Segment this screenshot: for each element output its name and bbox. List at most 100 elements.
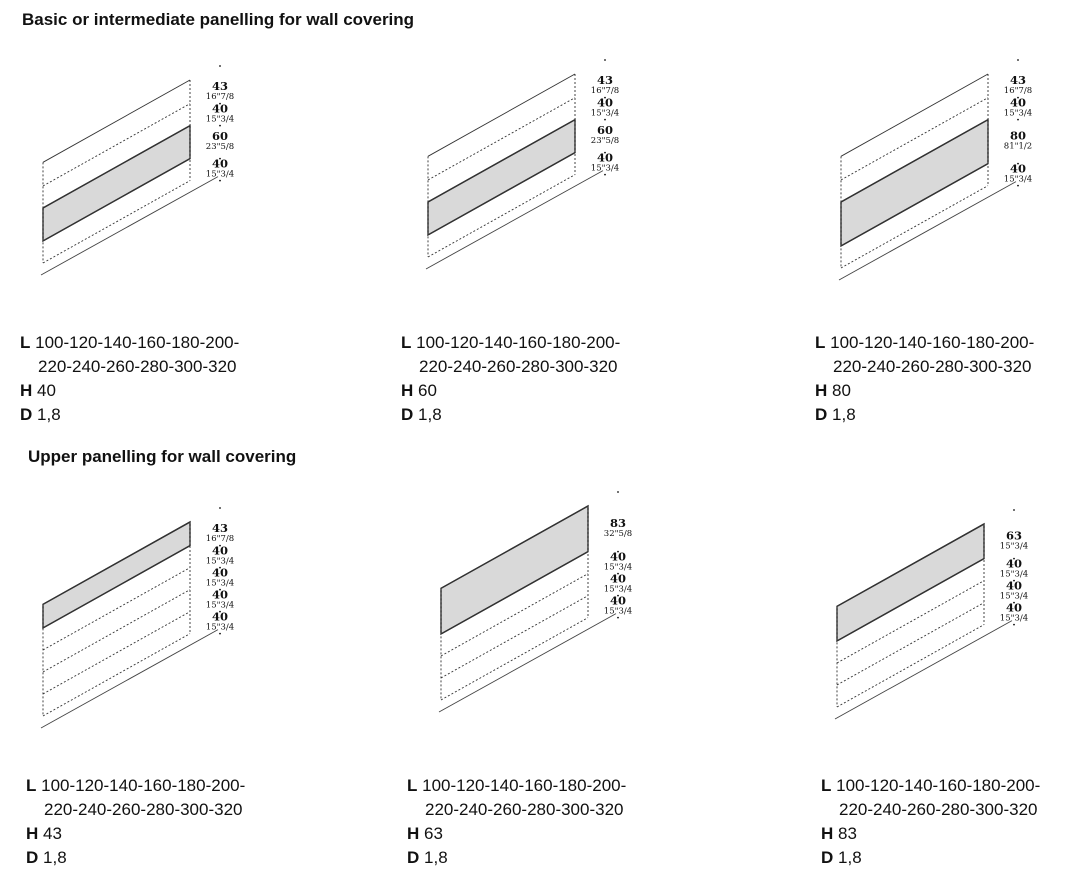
panel-division-line xyxy=(42,158,191,242)
panel-division-line xyxy=(836,558,985,642)
spec-depth-value: 1,8 xyxy=(418,405,442,424)
dimension-inch-label: 15"3/4 xyxy=(604,607,632,617)
panel-division-line xyxy=(42,567,191,651)
dimension-inch-label: 15"3/4 xyxy=(1000,614,1028,624)
panel-division-line xyxy=(42,611,191,695)
spec-length-values-cont: 220-240-260-280-300-320 xyxy=(425,800,624,819)
panel-diagram-3: 43 16"7/8 40 15"3/4 80 81"1/2 40 15"3/4 xyxy=(818,22,1074,322)
spec-key-D: D xyxy=(401,405,414,424)
dimension-cm-label: 60 xyxy=(212,129,228,143)
dimension-inch-label: 32"5/8 xyxy=(604,529,632,539)
dimension-inch-label: 81"1/2 xyxy=(1004,142,1032,152)
panel-division-line xyxy=(427,119,576,203)
dimension-cm-label: 60 xyxy=(597,123,613,137)
dimension-cm-label: 40 xyxy=(1006,579,1022,593)
panel-specs-1: L 100-120-140-160-180-200- 220-240-260-2… xyxy=(20,331,239,427)
spec-key-L: L xyxy=(401,333,412,352)
dimension-dot xyxy=(1013,623,1015,626)
panel-division-line xyxy=(42,103,191,187)
floor-line xyxy=(438,613,617,713)
dimension-inch-label: 16"7/8 xyxy=(206,92,234,102)
dimension-dot xyxy=(617,594,619,597)
spec-key-D: D xyxy=(407,848,420,867)
dimension-cm-label: 40 xyxy=(610,572,626,586)
dimension-cm-label: 40 xyxy=(1006,557,1022,571)
spec-length-values-cont: 220-240-260-280-300-320 xyxy=(839,800,1038,819)
spec-height-value: 63 xyxy=(424,824,443,843)
spec-length-values: 100-120-140-160-180-200- xyxy=(41,776,246,795)
spec-depth-value: 1,8 xyxy=(832,405,856,424)
dimension-inch-label: 15"3/4 xyxy=(206,170,234,180)
spec-key-D: D xyxy=(26,848,39,867)
dimension-inch-label: 15"3/4 xyxy=(1000,592,1028,602)
dimension-cm-label: 40 xyxy=(610,594,626,608)
panel-division-line xyxy=(840,163,989,247)
spec-height-value: 80 xyxy=(832,381,851,400)
panel-division-line xyxy=(836,602,985,686)
panel-division-line xyxy=(42,633,191,717)
panel-specs-2: L 100-120-140-160-180-200- 220-240-260-2… xyxy=(401,331,620,427)
dimension-cm-label: 43 xyxy=(212,521,228,535)
dimension-dot xyxy=(617,572,619,575)
spec-key-H: H xyxy=(20,381,33,400)
panel-specs-5: L 100-120-140-160-180-200- 220-240-260-2… xyxy=(407,774,626,870)
dimension-inch-label: 15"3/4 xyxy=(591,164,619,174)
panel-division-line xyxy=(427,152,576,236)
dimension-inch-label: 15"3/4 xyxy=(1004,109,1032,119)
spec-key-L: L xyxy=(815,333,826,352)
dimension-dot xyxy=(617,616,619,619)
dimension-cm-label: 40 xyxy=(212,102,228,116)
shaded-panel xyxy=(427,118,576,237)
dimension-cm-label: 43 xyxy=(1010,73,1026,87)
dimension-dot xyxy=(1013,579,1015,582)
spec-key-H: H xyxy=(26,824,39,843)
panel-division-line xyxy=(840,119,989,203)
floor-line xyxy=(425,170,604,270)
panel-diagram-6: 63 15"3/4 40 15"3/4 40 15"3/4 40 15"3/4 xyxy=(814,472,1074,772)
spec-height-value: 60 xyxy=(418,381,437,400)
spec-height-value: 83 xyxy=(838,824,857,843)
spec-key-D: D xyxy=(815,405,828,424)
dimension-cm-label: 40 xyxy=(610,550,626,564)
dimension-cm-label: 40 xyxy=(1006,601,1022,615)
panel-division-line xyxy=(836,523,985,607)
dimension-inch-label: 16"7/8 xyxy=(591,86,619,96)
panel-division-line xyxy=(840,185,989,269)
shaded-panel xyxy=(42,124,191,243)
panel-division-line xyxy=(427,174,576,258)
spec-length-values: 100-120-140-160-180-200- xyxy=(416,333,621,352)
spec-depth-value: 1,8 xyxy=(37,405,61,424)
spec-length-values: 100-120-140-160-180-200- xyxy=(836,776,1041,795)
panel-diagram-1: 43 16"7/8 40 15"3/4 60 23"5/8 40 15"3/4 xyxy=(20,28,300,328)
dimension-dot xyxy=(1013,509,1015,511)
dimension-cm-label: 43 xyxy=(212,79,228,93)
dimension-inch-label: 15"3/4 xyxy=(206,623,234,633)
dimension-cm-label: 40 xyxy=(212,610,228,624)
dimension-inch-label: 15"3/4 xyxy=(604,585,632,595)
shaded-panel xyxy=(836,522,985,643)
panel-diagram-2: 43 16"7/8 40 15"3/4 60 23"5/8 40 15"3/4 xyxy=(405,22,685,322)
dimension-dot xyxy=(1013,557,1015,560)
dimension-dot xyxy=(219,588,221,591)
dimension-inch-label: 15"3/4 xyxy=(1000,570,1028,580)
panel-division-line xyxy=(42,589,191,673)
dimension-dot xyxy=(219,65,221,67)
spec-key-H: H xyxy=(401,381,414,400)
dimension-dot xyxy=(219,179,221,182)
dimension-inch-label: 15"3/4 xyxy=(206,601,234,611)
spec-key-L: L xyxy=(821,776,832,795)
panel-division-line xyxy=(427,97,576,181)
spec-key-L: L xyxy=(407,776,418,795)
dimension-dot xyxy=(604,151,606,154)
panel-division-line xyxy=(42,545,191,629)
floor-line xyxy=(834,620,1013,720)
spec-length-values-cont: 220-240-260-280-300-320 xyxy=(833,357,1032,376)
dimension-dot xyxy=(1017,118,1019,121)
dimension-cm-label: 40 xyxy=(1010,96,1026,110)
spec-length-values: 100-120-140-160-180-200- xyxy=(422,776,627,795)
dimension-dot xyxy=(604,96,606,99)
spec-length-values: 100-120-140-160-180-200- xyxy=(35,333,240,352)
dimension-dot xyxy=(617,550,619,553)
